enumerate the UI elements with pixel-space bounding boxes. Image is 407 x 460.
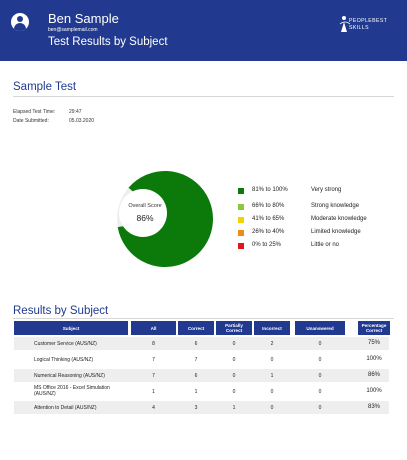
overall-score-value: 86% [136, 213, 154, 223]
correct-cell: 6 [194, 373, 198, 379]
subject-cell: Numerical Reasoning (AUS/NZ) [34, 373, 105, 379]
legend-description: Strong knowledge [311, 203, 360, 209]
subject-cell: Customer Service (AUS/NZ) [34, 341, 97, 347]
correct-cell: 3 [194, 405, 198, 411]
unanswered-cell: 0 [318, 405, 322, 411]
column-header-subject: Subject [14, 321, 128, 335]
column-header-unanswered: Unanswered [295, 321, 345, 335]
legend-swatch [238, 188, 244, 194]
incorrect-cell: 0 [270, 357, 274, 363]
unanswered-cell: 0 [318, 389, 322, 395]
unanswered-cell: 0 [318, 341, 322, 347]
percentage-cell: 86% [367, 372, 380, 378]
legend-description: Moderate knowledge [311, 216, 367, 222]
subject-cell: Attention to Detail (AUS/NZ) [34, 405, 97, 411]
all-cell: 1 [152, 389, 155, 395]
overall-score-donut [117, 171, 214, 268]
incorrect-cell: 0 [270, 405, 274, 411]
incorrect-cell: 2 [270, 341, 274, 347]
overall-score-label: Overall Score [128, 203, 162, 209]
column-header-all: All [131, 321, 176, 335]
user-avatar-icon [11, 13, 29, 31]
percentage-cell: 100% [366, 388, 382, 394]
date-submitted-value: 05.03.2020 [69, 118, 95, 124]
unanswered-cell: 0 [318, 357, 322, 363]
all-cell: 8 [152, 341, 155, 347]
legend-range: 66% to 80% [252, 203, 285, 209]
correct-cell: 6 [194, 341, 198, 347]
legend-swatch [238, 217, 244, 223]
correct-cell: 7 [194, 357, 198, 363]
table-row [14, 337, 389, 350]
subject-cell: MS Office 2016 - Excel Simulation (AUS/N… [34, 385, 110, 397]
logo-text: PEOPLEBEST SKILLS [349, 18, 388, 31]
legend-range: 81% to 100% [252, 187, 288, 193]
column-header-correct: Correct [178, 321, 214, 335]
date-submitted-label: Date Submitted: [13, 118, 49, 124]
report-header: Ben Sample ben@samplemail.com Test Resul… [0, 0, 407, 61]
elapsed-time-value: 29:47 [69, 109, 82, 115]
legend-swatch [238, 243, 244, 249]
percentage-cell: 75% [367, 340, 380, 346]
partially-correct-cell: 0 [232, 389, 236, 395]
candidate-name: Ben Sample [48, 11, 119, 26]
section-divider [13, 96, 394, 97]
elapsed-time-label: Elapsed Test Time: [13, 109, 56, 115]
partially-correct-cell: 1 [232, 405, 236, 411]
partially-correct-cell: 0 [232, 341, 236, 347]
legend-description: Very strong [311, 187, 342, 193]
column-header-partially-correct: Partially Correct [216, 321, 252, 335]
column-header-incorrect: Incorrect [254, 321, 290, 335]
legend-swatch [238, 230, 244, 236]
partially-correct-cell: 0 [232, 357, 236, 363]
legend-description: Little or no [311, 242, 340, 248]
report-title: Test Results by Subject [48, 36, 168, 48]
legend-swatch [238, 204, 244, 210]
all-cell: 4 [152, 405, 155, 411]
company-logo: PEOPLEBEST SKILLS [339, 13, 388, 43]
logo-mark-icon [339, 16, 351, 32]
legend-range: 0% to 25% [252, 242, 282, 248]
legend-range: 41% to 65% [252, 216, 285, 222]
section-divider [13, 318, 394, 319]
incorrect-cell: 1 [270, 373, 274, 379]
results-section-title: Results by Subject [13, 305, 109, 317]
column-header-percentage: Percentage Correct [358, 321, 390, 335]
candidate-email: ben@samplemail.com [48, 27, 98, 33]
correct-cell: 1 [194, 389, 198, 395]
all-cell: 7 [152, 373, 155, 379]
all-cell: 7 [152, 357, 155, 363]
percentage-cell: 100% [366, 356, 382, 362]
table-row [14, 401, 389, 414]
partially-correct-cell: 0 [232, 373, 236, 379]
subject-cell: Logical Thinking (AUS/NZ) [34, 357, 94, 363]
incorrect-cell: 0 [270, 389, 274, 395]
unanswered-cell: 0 [318, 373, 322, 379]
percentage-cell: 83% [367, 404, 380, 410]
legend-description: Limited knowledge [311, 229, 361, 235]
table-row [14, 369, 389, 382]
test-title: Sample Test [13, 81, 77, 93]
legend-range: 26% to 40% [252, 229, 285, 235]
donut-hole [119, 189, 167, 237]
